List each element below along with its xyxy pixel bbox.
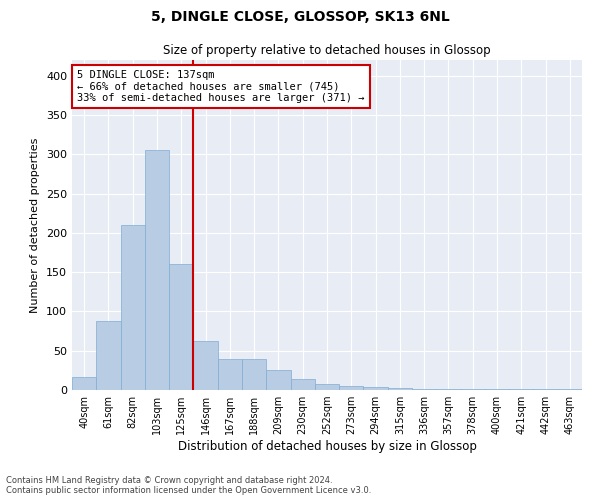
Bar <box>461 389 485 390</box>
Bar <box>121 225 145 390</box>
Text: Contains HM Land Registry data © Crown copyright and database right 2024.
Contai: Contains HM Land Registry data © Crown c… <box>6 476 371 495</box>
Bar <box>193 340 218 390</box>
Bar <box>412 389 436 390</box>
X-axis label: Distribution of detached houses by size in Glossop: Distribution of detached houses by size … <box>178 440 476 453</box>
Bar <box>266 370 290 390</box>
Bar <box>339 386 364 390</box>
Y-axis label: Number of detached properties: Number of detached properties <box>31 138 40 312</box>
Bar <box>169 264 193 390</box>
Text: 5, DINGLE CLOSE, GLOSSOP, SK13 6NL: 5, DINGLE CLOSE, GLOSSOP, SK13 6NL <box>151 10 449 24</box>
Bar <box>485 389 509 390</box>
Bar <box>436 389 461 390</box>
Bar <box>72 378 96 390</box>
Bar <box>145 150 169 390</box>
Bar <box>242 358 266 390</box>
Bar <box>364 387 388 390</box>
Bar <box>315 384 339 390</box>
Bar <box>218 358 242 390</box>
Bar <box>290 379 315 390</box>
Title: Size of property relative to detached houses in Glossop: Size of property relative to detached ho… <box>163 44 491 58</box>
Bar <box>533 389 558 390</box>
Bar <box>96 321 121 390</box>
Text: 5 DINGLE CLOSE: 137sqm
← 66% of detached houses are smaller (745)
33% of semi-de: 5 DINGLE CLOSE: 137sqm ← 66% of detached… <box>77 70 365 103</box>
Bar <box>388 388 412 390</box>
Bar <box>509 389 533 390</box>
Bar <box>558 389 582 390</box>
